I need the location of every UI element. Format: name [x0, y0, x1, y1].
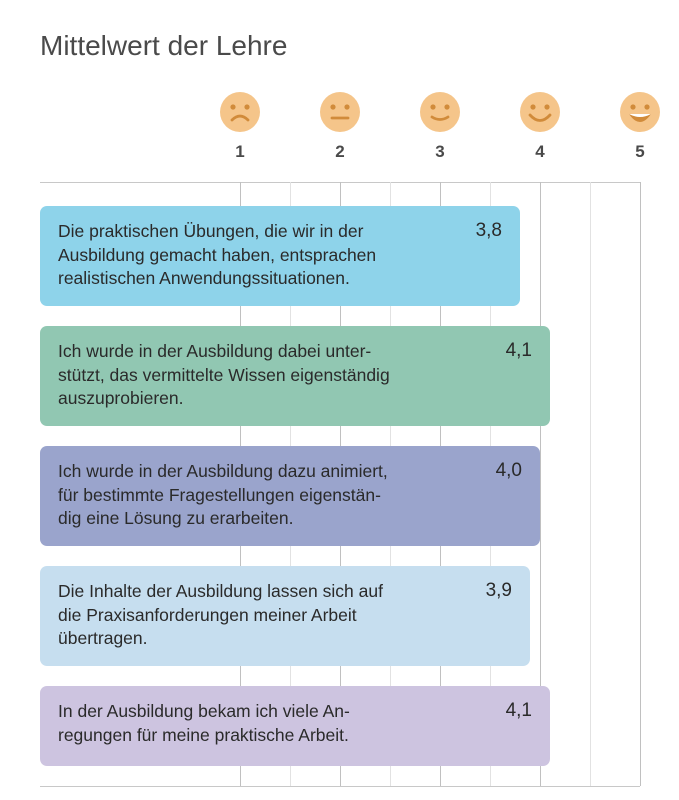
- bar-text: Ich wurde in der Ausbildung dazu animier…: [58, 460, 388, 531]
- smiley-icon: [518, 90, 562, 134]
- tick-number: 3: [435, 142, 444, 162]
- bar-text: Ich wurde in der Ausbildung dabei unter-…: [58, 340, 390, 411]
- rating-bar: Die praktischen Übungen, die wir in der …: [40, 206, 520, 306]
- chart-title: Mittelwert der Lehre: [40, 30, 640, 62]
- tick-number: 5: [635, 142, 644, 162]
- smiley-icon: [618, 90, 662, 134]
- rating-bar: Die Inhalte der Ausbildung lassen sich a…: [40, 566, 530, 666]
- bar-value: 4,1: [506, 700, 532, 722]
- tick-number: 2: [335, 142, 344, 162]
- rating-bar: Ich wurde in der Ausbildung dabei unter-…: [40, 326, 550, 426]
- bar-text: Die praktischen Übungen, die wir in der …: [58, 220, 376, 291]
- axis-top: 12345: [40, 90, 640, 182]
- bar-text: In der Ausbildung bekam ich viele An- re…: [58, 700, 350, 747]
- smiley-icon: [318, 90, 362, 134]
- smiley-row: [40, 90, 640, 140]
- tick-number: 4: [535, 142, 544, 162]
- bar-value: 4,1: [506, 340, 532, 362]
- tick-number: 1: [235, 142, 244, 162]
- plot-area: 12345 Die praktischen Übungen, die wir i…: [40, 90, 640, 750]
- smiley-icon: [218, 90, 262, 134]
- bar-value: 3,8: [476, 220, 502, 242]
- bottom-rule: [40, 786, 640, 787]
- bar-text: Die Inhalte der Ausbildung lassen sich a…: [58, 580, 383, 651]
- gridline-major: [640, 182, 641, 786]
- rating-chart: Mittelwert der Lehre 12345 Die praktisch…: [40, 30, 640, 750]
- rating-bar: Ich wurde in der Ausbildung dazu animier…: [40, 446, 540, 546]
- tick-number-row: 12345: [40, 142, 640, 166]
- bar-value: 3,9: [486, 580, 512, 602]
- bars-layer: Die praktischen Übungen, die wir in der …: [40, 182, 640, 786]
- bar-value: 4,0: [496, 460, 522, 482]
- smiley-icon: [418, 90, 462, 134]
- rating-bar: In der Ausbildung bekam ich viele An- re…: [40, 686, 550, 766]
